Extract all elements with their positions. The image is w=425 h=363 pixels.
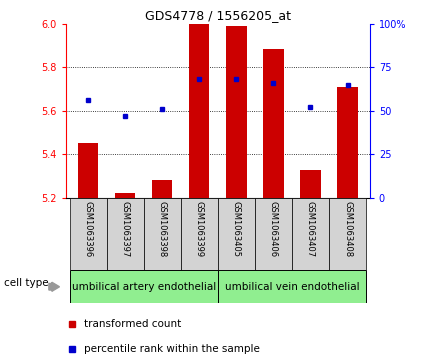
Bar xyxy=(152,180,173,198)
Text: GSM1063407: GSM1063407 xyxy=(306,201,315,257)
Bar xyxy=(255,198,292,270)
Text: GSM1063406: GSM1063406 xyxy=(269,201,278,257)
Text: cell type: cell type xyxy=(4,278,49,288)
Text: GSM1063398: GSM1063398 xyxy=(158,201,167,257)
Text: umbilical artery endothelial: umbilical artery endothelial xyxy=(71,282,216,292)
Text: GSM1063408: GSM1063408 xyxy=(343,201,352,257)
Bar xyxy=(107,198,144,270)
Text: umbilical vein endothelial: umbilical vein endothelial xyxy=(225,282,359,292)
Bar xyxy=(263,49,283,198)
Text: GSM1063396: GSM1063396 xyxy=(84,201,93,257)
Bar xyxy=(337,87,358,198)
Bar xyxy=(218,198,255,270)
Bar xyxy=(78,143,98,198)
Bar xyxy=(144,198,181,270)
Bar xyxy=(70,198,107,270)
Bar xyxy=(70,270,218,303)
Bar xyxy=(115,193,135,198)
Bar xyxy=(189,24,210,198)
Bar xyxy=(292,198,329,270)
Bar xyxy=(226,26,246,198)
Bar xyxy=(218,270,366,303)
Bar xyxy=(329,198,366,270)
Text: GSM1063405: GSM1063405 xyxy=(232,201,241,257)
Text: GSM1063399: GSM1063399 xyxy=(195,201,204,257)
Text: percentile rank within the sample: percentile rank within the sample xyxy=(84,344,260,354)
Bar xyxy=(300,170,320,198)
Text: GSM1063397: GSM1063397 xyxy=(121,201,130,257)
Text: transformed count: transformed count xyxy=(84,319,181,329)
Title: GDS4778 / 1556205_at: GDS4778 / 1556205_at xyxy=(145,9,291,23)
Bar xyxy=(181,198,218,270)
